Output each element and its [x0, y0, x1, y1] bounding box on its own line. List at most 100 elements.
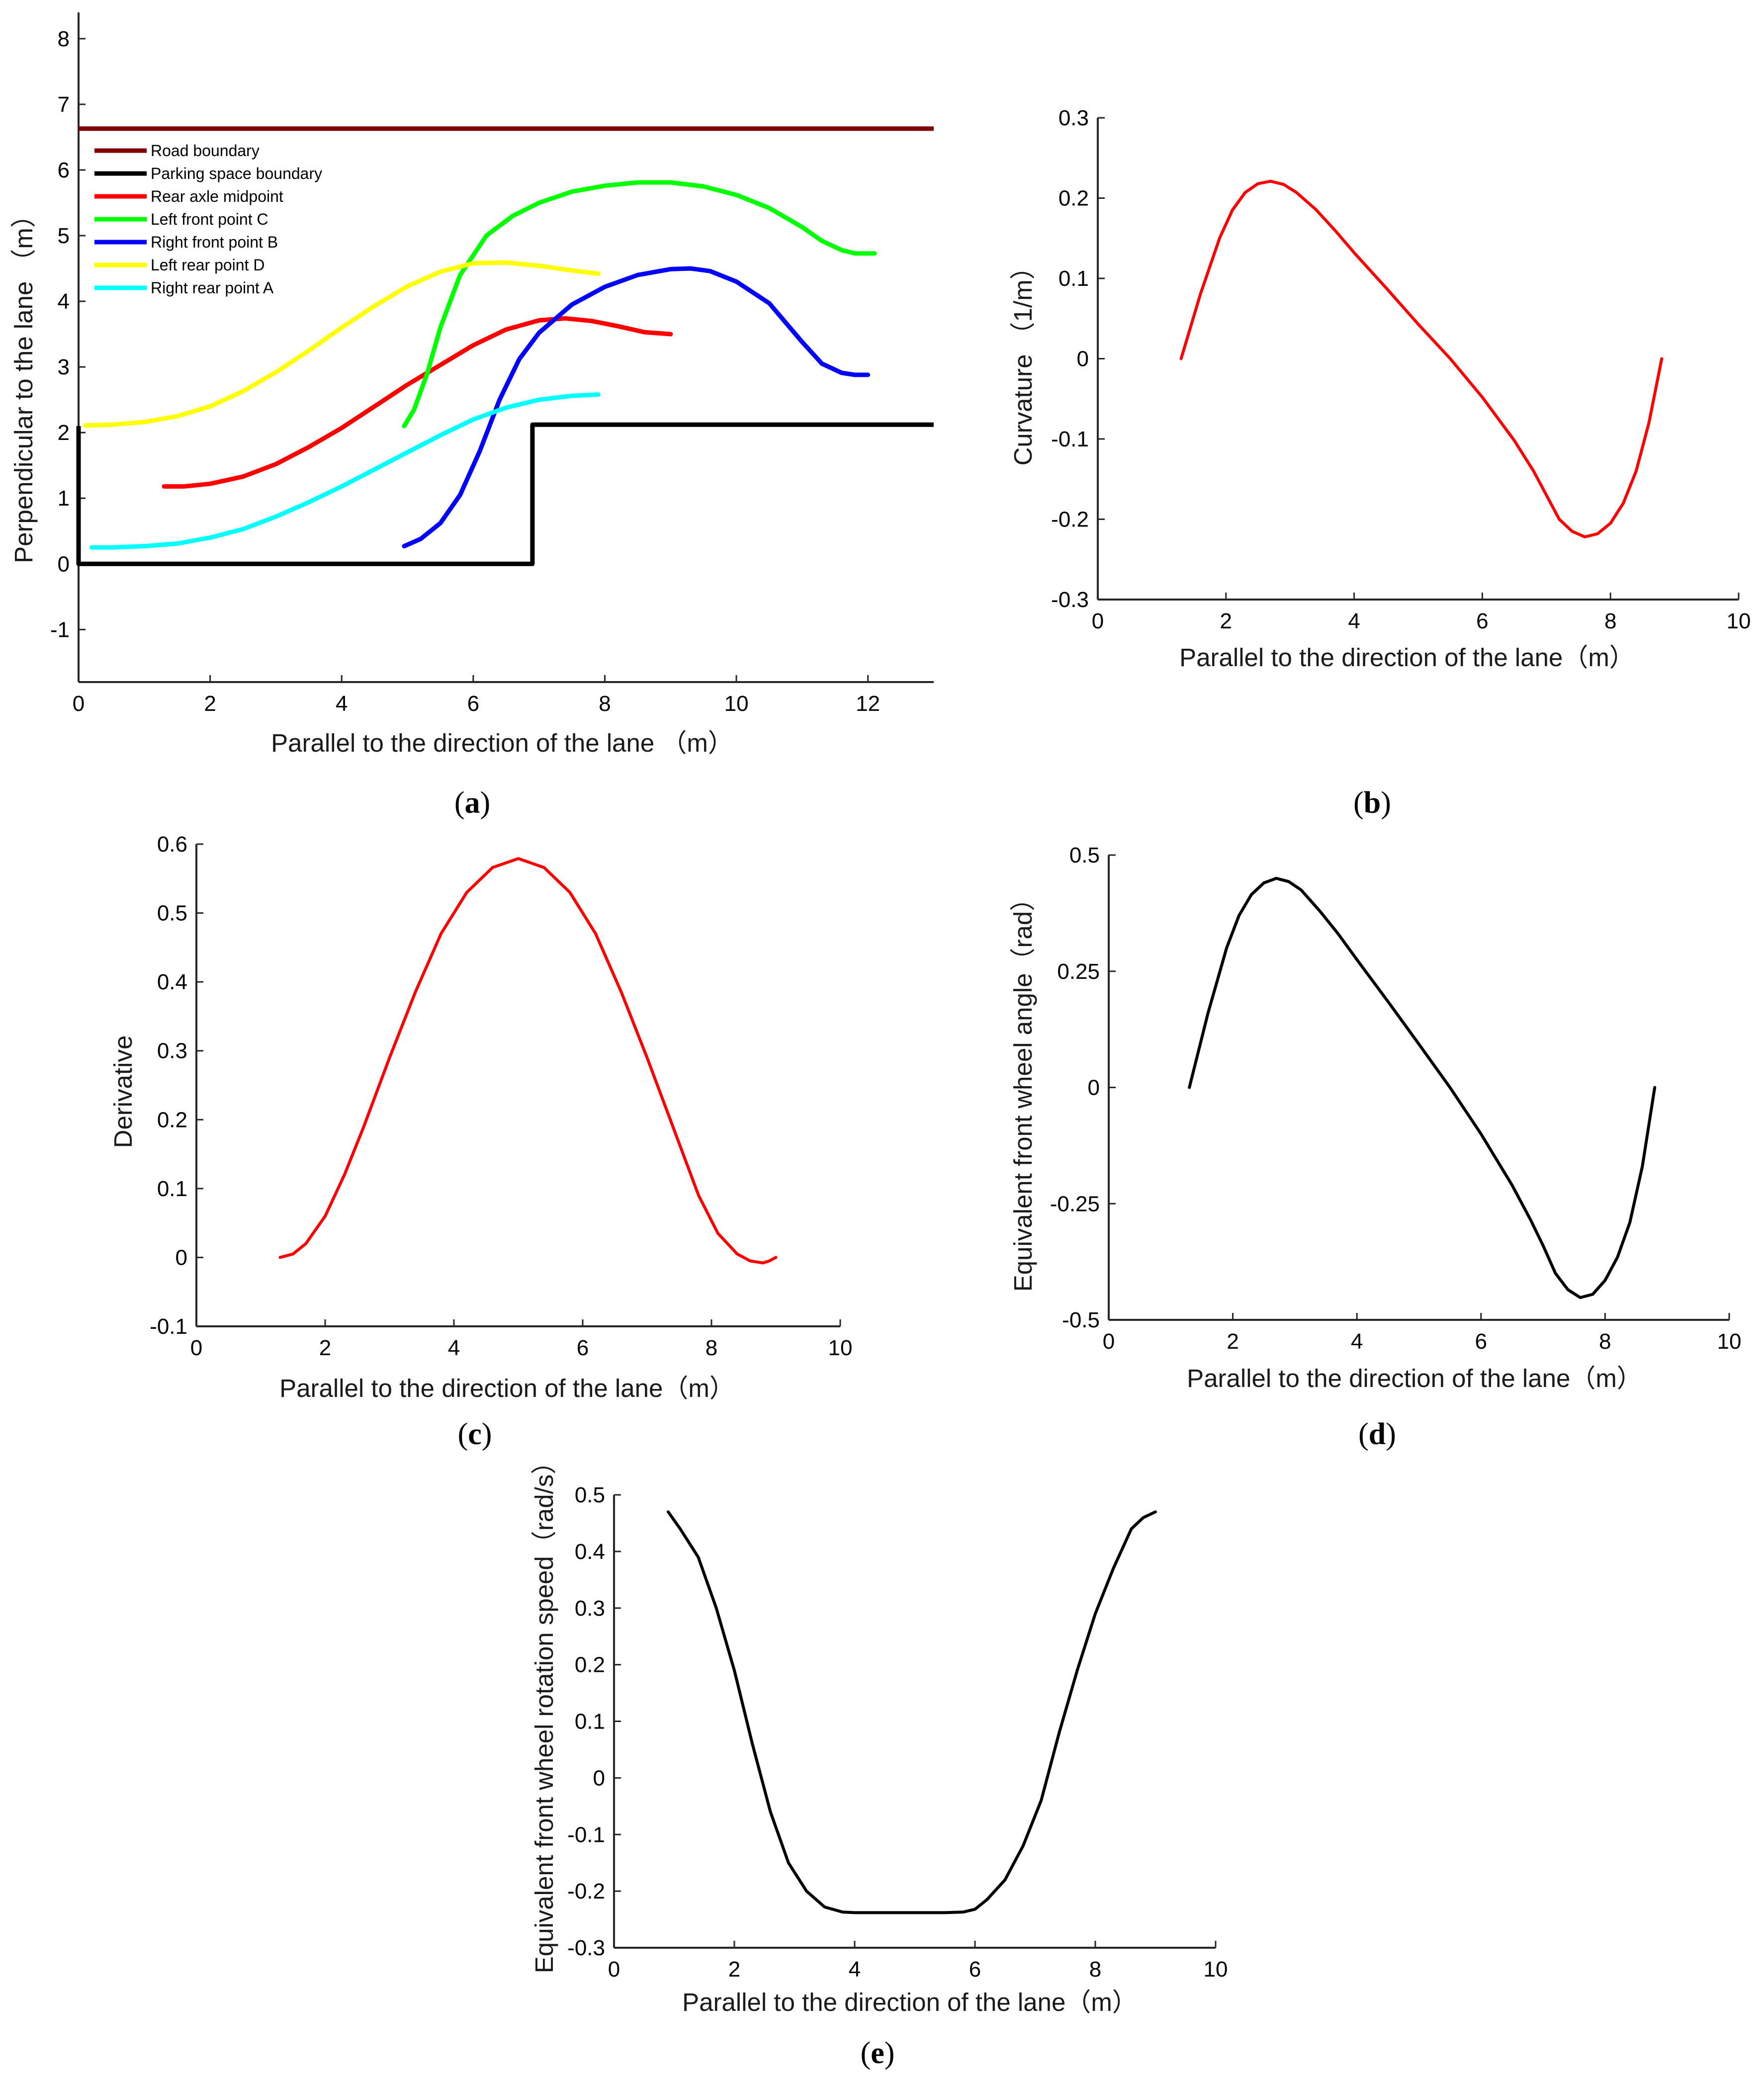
panel-a-ytick-label: 0 [58, 552, 70, 576]
panel-e-ytick-label: 0.3 [575, 1596, 605, 1621]
legend-label-rear-axle-midpoint: Rear axle midpoint [151, 187, 283, 205]
panel-b-caption-letter: b [1364, 786, 1381, 820]
panel-b-ytick-label: -0.1 [1051, 427, 1089, 451]
panel-a-xlabel: Parallel to the direction of the lane （m… [271, 729, 733, 757]
panel-d-series-equivalent-front-wheel-angle [1188, 876, 1657, 1299]
panel-b-ytick-label: 0 [1077, 347, 1089, 371]
panel-e-xtick-label: 10 [1204, 1957, 1228, 1982]
panel-b-ytick-label: -0.3 [1051, 588, 1089, 612]
panel-b-ytick-label: -0.2 [1051, 508, 1089, 532]
panel-a-xtick-label: 4 [336, 692, 348, 716]
panel-b-xtick-label: 10 [1727, 609, 1751, 633]
panel-b-series-curvature [1179, 179, 1664, 538]
panel-e-caption: (e) [861, 2036, 895, 2070]
panel-b-ytick-label: 0.1 [1058, 266, 1089, 291]
panel-e-xtick-label: 2 [728, 1957, 740, 1982]
panel-c-ytick-label: 0.3 [157, 1039, 187, 1063]
panel-c-ytick-label: 0.1 [157, 1177, 187, 1201]
panel-e-ytick-label: -0.3 [567, 1936, 605, 1960]
panel-d-ytick-label: 0.5 [1069, 843, 1100, 867]
panel-b-xtick-label: 2 [1220, 609, 1232, 633]
panel-c-xtick-label: 4 [448, 1336, 460, 1360]
panel-d-xtick-label: 10 [1717, 1329, 1742, 1354]
panel-a-ytick-label: 6 [58, 158, 70, 182]
panel-b-xtick-label: 4 [1348, 609, 1360, 633]
panel-a: Perpendicular to the lane （m） Parallel t… [9, 12, 934, 820]
panel-c-xtick-label: 0 [190, 1336, 202, 1360]
panel-a-xtick-label: 12 [856, 692, 880, 716]
panel-c-ytick-label: 0.5 [157, 901, 187, 926]
panel-d-ylabel: Equivalent front wheel angle（rad） [1009, 886, 1037, 1292]
panel-c-xtick-label: 6 [577, 1336, 589, 1360]
panel-c: Derivative Parallel to the direction of … [109, 832, 852, 1451]
panel-a-ytick-label: 5 [58, 224, 70, 248]
panel-c-series-derivative [278, 857, 778, 1265]
panel-b-xtick-label: 8 [1604, 609, 1616, 633]
panel-b-ytick-label: 0.2 [1058, 186, 1089, 211]
legend-label-left-rear-point-d: Left rear point D [151, 256, 265, 274]
panel-e-ylabel: Equivalent front wheel rotation speed（ra… [530, 1449, 558, 1974]
panel-a-ytick-label: 3 [58, 355, 70, 379]
panel-a-ytick-label: 4 [58, 289, 70, 314]
panel-d-caption-letter: d [1369, 1417, 1386, 1451]
panel-a-series-parking-space-boundary [76, 422, 934, 566]
panel-d-xlabel: Parallel to the direction of the lane（m） [1187, 1364, 1642, 1392]
panel-a-series-left-rear-point-d [83, 260, 601, 428]
panel-a-series-right-front-point-b [402, 266, 871, 549]
panel-a-legend: Road boundary Parking space boundary Rea… [94, 142, 322, 297]
panel-d: Equivalent front wheel angle（rad） Parall… [1009, 843, 1741, 1451]
panel-c-ytick-label: 0 [176, 1245, 187, 1270]
panel-e-ytick-label: 0.2 [575, 1653, 605, 1677]
panel-b-xtick-label: 6 [1476, 609, 1488, 633]
panel-a-xtick-label: 10 [724, 692, 749, 716]
panel-e-ytick-label: 0 [593, 1766, 605, 1790]
panel-a-caption: (a) [454, 786, 490, 820]
panel-e-ytick-label: 0.4 [575, 1540, 605, 1564]
panel-d-ytick-label: 0 [1088, 1076, 1100, 1100]
panel-a-ytick-label: 7 [58, 92, 70, 117]
panel-b: Curvature （1/m） Parallel to the directio… [1009, 106, 1751, 820]
panel-c-ytick-label: 0.4 [157, 970, 187, 994]
panel-e-ytick-label: -0.2 [567, 1879, 605, 1903]
legend-label-parking-space-boundary: Parking space boundary [151, 165, 322, 182]
panel-e-xlabel: Parallel to the direction of the lane（m） [682, 1988, 1138, 2016]
panel-a-series-rear-axle-midpoint [162, 316, 673, 489]
panel-a-ytick-label: -1 [50, 617, 70, 642]
panel-c-ylabel: Derivative [109, 1036, 137, 1148]
panel-a-series-right-rear-point-a [89, 392, 601, 550]
panel-c-caption: (c) [458, 1417, 492, 1451]
panel-b-xlabel: Parallel to the direction of the lane（m） [1179, 643, 1635, 672]
panel-c-ytick-label: 0.2 [157, 1108, 187, 1132]
panel-d-caption: (d) [1358, 1417, 1396, 1451]
panel-a-xtick-label: 6 [467, 692, 479, 716]
panel-b-ytick-label: 0.3 [1058, 106, 1089, 130]
panel-c-xtick-label: 10 [828, 1336, 853, 1360]
legend-label-right-front-point-b: Right front point B [151, 233, 278, 251]
panel-a-ytick-label: 8 [58, 27, 70, 51]
panel-c-xtick-label: 2 [319, 1336, 331, 1360]
panel-e: Equivalent front wheel rotation speed（ra… [530, 1449, 1228, 2070]
panel-a-ytick-label: 2 [58, 421, 70, 445]
panel-e-ytick-label: -0.1 [567, 1822, 605, 1847]
panel-a-xtick-label: 0 [73, 692, 85, 716]
panel-d-xtick-label: 6 [1475, 1329, 1487, 1354]
panel-c-xlabel: Parallel to the direction of the lane（m） [279, 1374, 735, 1402]
panel-e-xtick-label: 0 [608, 1957, 620, 1982]
panel-e-xtick-label: 4 [849, 1957, 861, 1982]
panel-a-series-left-front-point-c [402, 180, 877, 429]
panel-c-xtick-label: 8 [706, 1336, 717, 1360]
panel-d-xtick-label: 2 [1227, 1329, 1238, 1354]
panel-d-xtick-label: 0 [1103, 1329, 1115, 1354]
panel-c-caption-letter: c [468, 1417, 482, 1451]
panel-a-ytick-label: 1 [58, 486, 70, 511]
panel-e-series-equivalent-front-wheel-rotation-speed [666, 1510, 1157, 1914]
legend-label-road-boundary: Road boundary [151, 142, 260, 160]
panel-e-ytick-label: 0.5 [575, 1483, 605, 1507]
panel-d-ytick-label: -0.25 [1050, 1192, 1100, 1216]
panel-a-xtick-label: 8 [599, 692, 611, 716]
panel-a-caption-letter: a [465, 786, 480, 820]
panel-d-ytick-label: -0.5 [1062, 1308, 1100, 1332]
panel-e-caption-letter: e [871, 2036, 884, 2070]
panel-a-xtick-label: 2 [204, 692, 216, 716]
